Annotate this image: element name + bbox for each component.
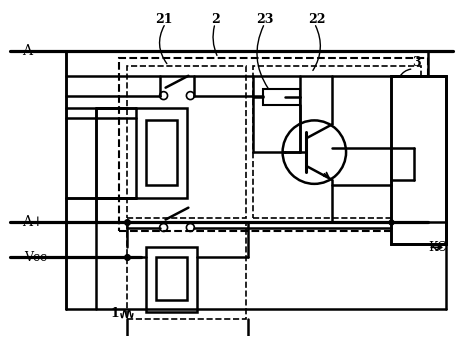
Bar <box>253 66 422 218</box>
Bar <box>127 221 246 319</box>
Text: 3: 3 <box>412 56 421 69</box>
Bar <box>119 58 428 232</box>
Text: Vcc: Vcc <box>24 251 47 264</box>
Text: 1: 1 <box>110 307 119 320</box>
Bar <box>391 76 446 244</box>
Bar <box>263 89 300 104</box>
Bar <box>146 247 197 312</box>
Bar <box>146 120 178 185</box>
Text: 22: 22 <box>309 13 326 26</box>
Text: 21: 21 <box>155 13 172 26</box>
Text: 23: 23 <box>256 13 274 26</box>
Bar <box>136 109 188 198</box>
Text: A-: A- <box>22 44 37 58</box>
Bar <box>156 257 188 300</box>
Bar <box>127 66 246 218</box>
Text: KC: KC <box>428 241 447 254</box>
Text: 2: 2 <box>211 13 219 26</box>
Text: A+: A+ <box>22 215 43 228</box>
